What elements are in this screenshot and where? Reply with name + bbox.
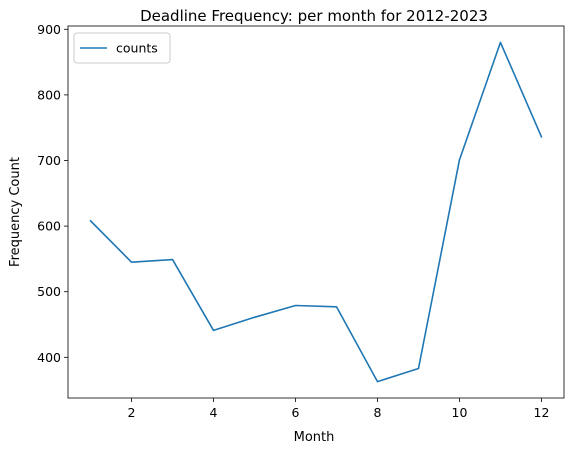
y-axis-label: Frequency Count (8, 157, 23, 267)
legend-label-counts: counts (116, 41, 158, 56)
y-tick-label: 400 (37, 350, 61, 365)
x-axis-label: Month (294, 430, 335, 445)
x-tick-label: 4 (210, 405, 218, 420)
legend: counts (74, 33, 170, 63)
y-tick-label: 700 (37, 153, 61, 168)
x-axis: 2 4 6 8 10 12 (128, 398, 550, 420)
x-tick-label: 8 (374, 405, 382, 420)
y-axis: 400 500 600 700 800 900 (37, 22, 68, 365)
plot-area (68, 26, 564, 398)
x-tick-label: 10 (452, 405, 468, 420)
x-tick-label: 12 (534, 405, 550, 420)
y-tick-label: 600 (37, 219, 61, 234)
y-tick-label: 500 (37, 284, 61, 299)
chart-title: Deadline Frequency: per month for 2012-2… (140, 7, 488, 25)
x-tick-label: 2 (128, 405, 136, 420)
y-tick-label: 800 (37, 87, 61, 102)
x-tick-label: 6 (292, 405, 300, 420)
y-tick-label: 900 (37, 22, 61, 37)
